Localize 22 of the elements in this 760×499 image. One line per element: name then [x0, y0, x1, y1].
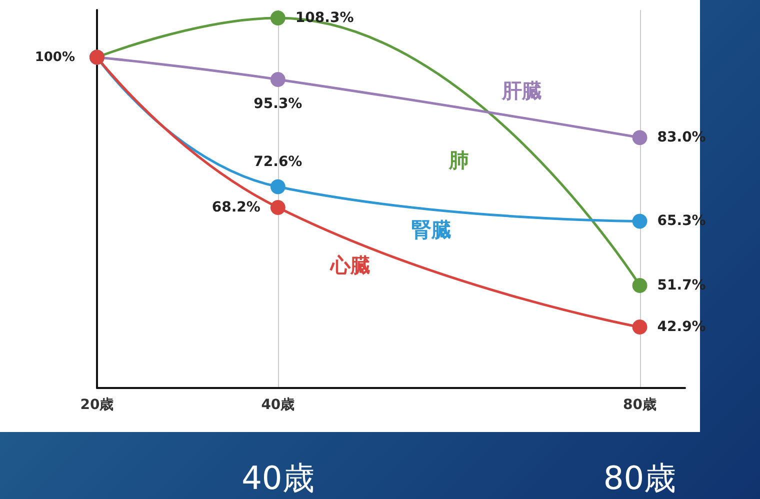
data-label: 108.3%: [295, 10, 354, 26]
x-tick-label: 20歳: [80, 397, 114, 413]
point: [632, 130, 648, 146]
text: 40歳: [242, 459, 314, 497]
series-label: 肝臓: [501, 78, 542, 103]
point: [632, 214, 648, 229]
point: [632, 320, 648, 335]
text: 80歳: [603, 459, 676, 497]
data-label: 95.3%: [254, 96, 302, 112]
x-tick-label: 40歳: [261, 397, 295, 413]
point: [270, 200, 286, 215]
series-label: 心臓: [329, 253, 370, 278]
point: [270, 10, 286, 26]
text: 100%: [34, 50, 75, 65]
point: [270, 179, 286, 194]
series-label: 肺: [448, 148, 469, 172]
point: [270, 72, 286, 87]
series-label: 腎臓: [412, 217, 452, 242]
data-label: 72.6%: [254, 154, 302, 170]
point: [632, 278, 648, 293]
x-tick-label: 80歳: [623, 397, 657, 413]
data-label: 68.2%: [212, 200, 260, 216]
